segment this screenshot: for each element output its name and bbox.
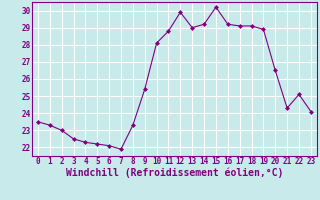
- X-axis label: Windchill (Refroidissement éolien,°C): Windchill (Refroidissement éolien,°C): [66, 168, 283, 178]
